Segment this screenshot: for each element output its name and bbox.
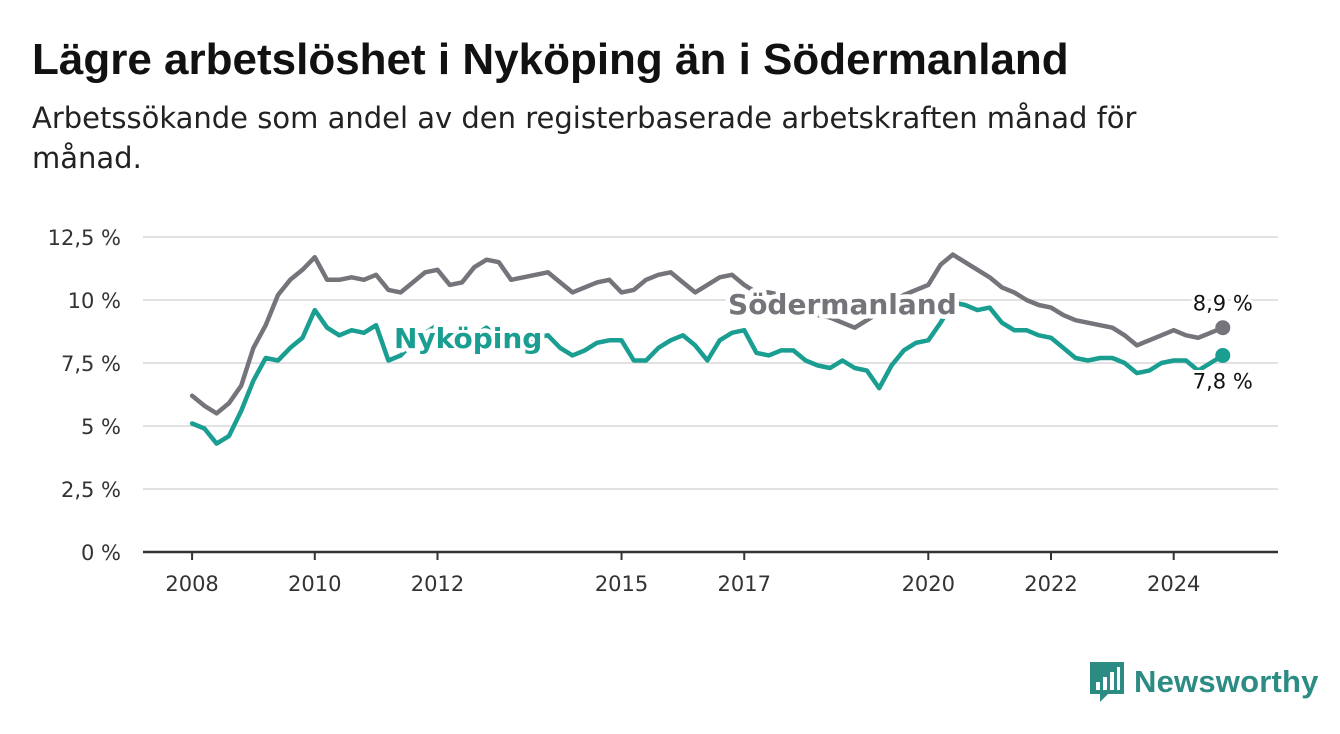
gridlines [143, 236, 1278, 554]
x-tick-label: 2008 [165, 572, 218, 596]
y-tick-label: 0 % [81, 541, 121, 565]
x-tick-label: 2022 [1024, 572, 1077, 596]
end-value-label: 8,9 % [1193, 292, 1253, 316]
x-tick-label: 2024 [1147, 572, 1200, 596]
y-tick-label: 2,5 % [61, 478, 121, 502]
end-markers: 8,9 % 7,8 % [1190, 289, 1256, 397]
series-label: Södermanland [728, 288, 957, 321]
chart-subtitle: Arbetssökande som andel av den registerb… [32, 101, 1137, 175]
y-axis-ticks: 0 % 2,5 % 5 % 7,5 % 10 % 12,5 % [48, 226, 121, 565]
series-label: Nyköping [394, 322, 542, 355]
x-tick-label: 2015 [595, 572, 648, 596]
y-tick-label: 10 % [68, 289, 121, 313]
end-value-label: 7,8 % [1193, 370, 1253, 394]
end-point-marker [1215, 320, 1231, 336]
x-tick-label: 2010 [288, 572, 341, 596]
x-tick-label: 2020 [902, 572, 955, 596]
bar-chart-icon [1090, 662, 1124, 702]
end-point-marker [1215, 347, 1231, 363]
series-line-2 [189, 300, 1226, 446]
x-tick-label: 2012 [411, 572, 464, 596]
series-lines [189, 252, 1226, 446]
y-tick-label: 7,5 % [61, 352, 121, 376]
x-tick-label: 2017 [718, 572, 771, 596]
y-tick-label: 12,5 % [48, 226, 121, 250]
y-tick-label: 5 % [81, 415, 121, 439]
brand-name: Newsworthy [1134, 664, 1319, 699]
x-axis-ticks: 2008 2010 2012 2015 2017 2020 2022 2024 [165, 552, 1200, 596]
newsworthy-logo: Newsworthy [1088, 660, 1319, 704]
series-labels: Södermanland Nyköping [389, 283, 961, 359]
series-line-1 [189, 252, 1226, 416]
chart-title: Lägre arbetslöshet i Nyköping än i Söder… [32, 35, 1069, 84]
